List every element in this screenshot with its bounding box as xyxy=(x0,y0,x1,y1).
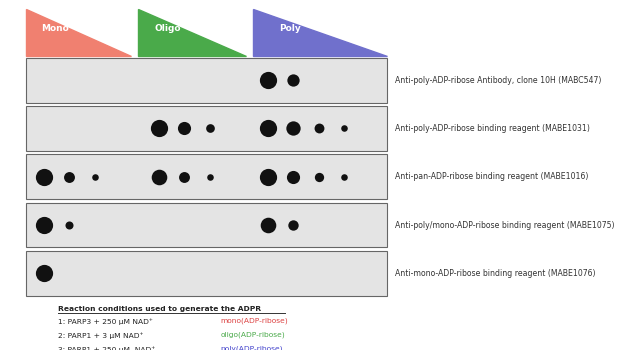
Text: 1: PARP3 + 250 μM NAD⁺: 1: PARP3 + 250 μM NAD⁺ xyxy=(58,318,152,324)
Point xyxy=(288,77,298,83)
Point xyxy=(205,174,215,180)
Point xyxy=(179,174,189,180)
Text: Anti-mono-ADP-ribose binding reagent (MABE1076): Anti-mono-ADP-ribose binding reagent (MA… xyxy=(395,269,595,278)
Polygon shape xyxy=(26,9,131,56)
Bar xyxy=(26,154,387,199)
Point xyxy=(179,126,189,131)
Text: 2: PARP1 + 3 μM NAD⁺: 2: PARP1 + 3 μM NAD⁺ xyxy=(58,332,143,338)
Text: Oligo: Oligo xyxy=(155,25,181,33)
Text: Anti-pan-ADP-ribose binding reagent (MABE1016): Anti-pan-ADP-ribose binding reagent (MAB… xyxy=(395,172,588,181)
Bar xyxy=(26,106,387,151)
Point xyxy=(262,222,273,228)
Point xyxy=(288,126,298,131)
Point xyxy=(38,174,49,180)
Point xyxy=(154,174,164,180)
Point xyxy=(314,174,324,180)
Point xyxy=(288,174,298,180)
Polygon shape xyxy=(138,9,246,56)
Point xyxy=(205,126,215,131)
Point xyxy=(262,174,273,180)
Text: Anti-poly-ADP-ribose Antibody, clone 10H (MABC547): Anti-poly-ADP-ribose Antibody, clone 10H… xyxy=(395,76,601,85)
Text: 3: PARP1 + 250 μM  NAD⁺: 3: PARP1 + 250 μM NAD⁺ xyxy=(58,346,155,350)
Point xyxy=(38,271,49,276)
Text: Mono: Mono xyxy=(42,25,69,33)
Point xyxy=(90,174,100,180)
Point xyxy=(314,126,324,131)
Point xyxy=(64,222,74,228)
Point xyxy=(154,126,164,131)
Point xyxy=(288,222,298,228)
Point xyxy=(64,174,74,180)
Bar xyxy=(26,251,387,296)
Bar xyxy=(26,58,387,103)
Point xyxy=(339,126,349,131)
Text: mono(ADP-ribose): mono(ADP-ribose) xyxy=(221,318,289,324)
Point xyxy=(262,126,273,131)
Point xyxy=(262,77,273,83)
Text: poly(ADP-ribose): poly(ADP-ribose) xyxy=(221,346,284,350)
Point xyxy=(38,222,49,228)
Text: Anti-poly/mono-ADP-ribose binding reagent (MABE1075): Anti-poly/mono-ADP-ribose binding reagen… xyxy=(395,220,614,230)
Text: Reaction conditions used to generate the ADPR: Reaction conditions used to generate the… xyxy=(58,306,260,312)
Polygon shape xyxy=(253,9,387,56)
Bar xyxy=(26,203,387,247)
Point xyxy=(339,174,349,180)
Text: oligo(ADP-ribose): oligo(ADP-ribose) xyxy=(221,332,285,338)
Text: Anti-poly-ADP-ribose binding reagent (MABE1031): Anti-poly-ADP-ribose binding reagent (MA… xyxy=(395,124,589,133)
Text: Poly: Poly xyxy=(280,25,301,33)
